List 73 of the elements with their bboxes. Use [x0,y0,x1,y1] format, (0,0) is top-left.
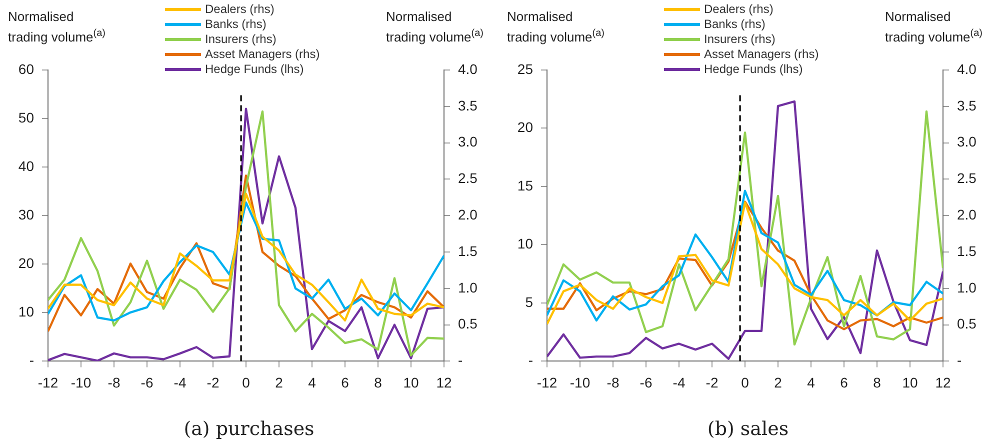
y2-tick-label: 0.5 [957,316,977,332]
y2-tick-label: 3.5 [957,97,977,114]
y2-tick-label: 4.0 [458,60,478,77]
y2-tick-label: 3.5 [458,97,478,114]
x-tick-label: 0 [741,374,750,390]
x-tick-label: -10 [570,374,590,390]
x-tick-label: -6 [640,374,652,390]
y-axis-title: Normalised trading volume$^{(a)}$ [8,8,107,46]
y2-tick-label: 1.0 [957,279,977,296]
x-tick-label: -12 [536,374,558,390]
text: (a) purchases [182,418,316,440]
y-axis-title: Normalised trading volume$^{(a)}$ [507,8,606,46]
x-tick-label: -2 [206,374,220,390]
legend-label: Dealers (rhs) [205,2,274,17]
y2-tick-label: 3.0 [458,134,478,150]
y-tick-label: 15 [517,177,534,194]
y-tick-label: 10 [18,304,34,320]
y-tick-label: 20 [517,119,534,136]
y2-tick-label: 2.0 [458,206,478,222]
y-tick-label: 50 [18,109,34,126]
text: (b) sales [706,418,790,440]
x-tick-label: 10 [403,374,419,390]
x-tick-label: -10 [70,374,92,390]
x-tick-label: -6 [140,374,154,390]
y2-tick-label: 4.0 [957,60,977,77]
x-tick-label: 8 [374,374,382,390]
y2-tick-label: 3.0 [957,134,977,150]
y-tick-label: 5 [525,294,534,310]
x-tick-label: 12 [935,374,951,390]
y-tick-label: 20 [18,254,34,271]
y-tick-label: 60 [18,60,34,77]
x-tick-label: 2 [275,374,284,390]
x-tick-label: 4 [308,374,316,390]
y2-tick-label: 2.5 [957,170,977,186]
legend-label: Insurers (rhs) [205,32,276,47]
y2-tick-label: 2.0 [957,206,977,222]
legend-label: Hedge Funds (lhs) [205,62,304,77]
x-tick-label: 10 [902,374,918,390]
legend-label: Asset Managers (rhs) [704,47,819,62]
x-tick-label: 6 [840,374,848,390]
y-tick-label: 40 [18,158,34,174]
y-tick-label: - [29,352,34,368]
y2-axis-title: Normalised trading volume$^{(a)}$ [885,8,984,46]
y-tick-label: - [528,352,534,368]
y-tick-label: 30 [18,206,34,222]
y2-tick-label: - [957,352,962,368]
y2-tick-label: 1.5 [458,242,478,259]
legend-label: Dealers (rhs) [704,2,774,17]
y2-tick-label: 1.5 [957,242,977,259]
x-tick-label: 2 [774,374,782,390]
y-tick-label: 10 [517,236,534,252]
x-tick-label: -4 [672,374,686,390]
x-tick-label: -2 [706,374,718,390]
x-tick-label: 6 [341,374,350,390]
x-tick-label: -4 [174,374,186,390]
x-tick-label: 12 [436,374,452,390]
x-tick-label: 0 [242,374,250,390]
legend-label: Asset Managers (rhs) [205,47,320,62]
x-tick-label: 4 [807,374,816,390]
y2-axis-title: Normalised trading volume$^{(a)}$ [386,8,485,46]
x-tick-label: -8 [606,374,620,390]
y2-tick-label: - [458,352,463,368]
y2-tick-label: 1.0 [458,279,478,296]
legend-label: Insurers (rhs) [704,32,776,47]
y2-tick-label: 2.5 [458,170,478,186]
y-tick-label: 25 [517,60,534,77]
legend-label: Hedge Funds (lhs) [704,62,803,77]
x-tick-label: 8 [873,374,882,390]
x-tick-label: -8 [108,374,120,390]
legend-label: Banks (rhs) [205,17,266,32]
x-tick-label: -12 [38,374,58,390]
legend-label: Banks (rhs) [704,17,766,32]
y2-tick-label: 0.5 [458,316,478,332]
